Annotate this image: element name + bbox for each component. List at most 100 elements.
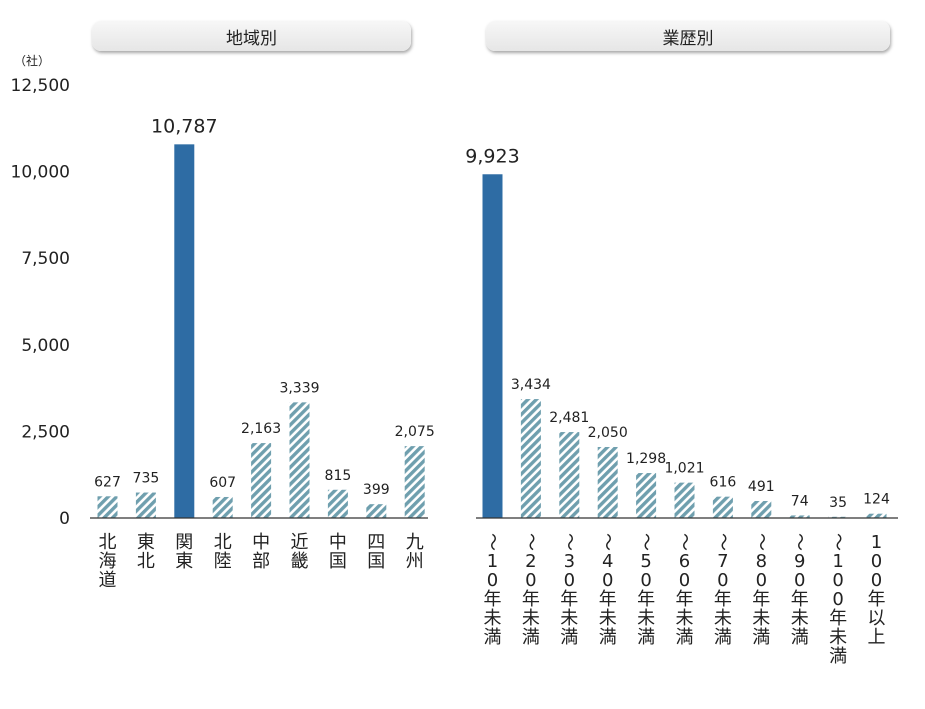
y-tick-label: 2,500 xyxy=(21,422,70,442)
y-tick-label: 10,000 xyxy=(11,163,70,183)
category-label-char: 6 xyxy=(679,551,690,572)
y-axis: 0 2,500 5,000 7,500 10,000 12,500 xyxy=(11,76,70,529)
category-label-char: 東 xyxy=(175,551,193,572)
category-label-char: 4 xyxy=(602,551,613,572)
category-label-char: 年 xyxy=(791,589,809,610)
category-label-char: 3 xyxy=(564,551,575,572)
category-label-char: 年 xyxy=(676,589,694,610)
category-label-char: 満 xyxy=(791,627,809,648)
bar-value-label: 3,339 xyxy=(279,380,319,396)
business-history-header: 業歴別 xyxy=(486,21,890,51)
bar xyxy=(866,513,887,518)
category-label-char: 九 xyxy=(406,532,424,553)
category-label-char: 年 xyxy=(522,589,540,610)
category-label-char: 道 xyxy=(99,570,117,591)
category-label-char: 関 xyxy=(175,532,193,553)
bar xyxy=(789,515,810,518)
category-label-char: 年 xyxy=(829,608,847,629)
bar xyxy=(712,496,733,518)
bar-value-label: 627 xyxy=(94,474,121,490)
y-unit-label: （社） xyxy=(14,54,51,68)
category-label-char: 北 xyxy=(99,532,117,553)
bar-value-label: 815 xyxy=(325,468,352,484)
category-label-char: 年 xyxy=(714,589,732,610)
category-label-char: 2 xyxy=(525,551,536,572)
bar xyxy=(289,402,310,518)
region-header: 地域別 xyxy=(92,21,411,51)
bar xyxy=(366,504,387,518)
category-label-char: 上 xyxy=(868,627,886,648)
bars: 627 735 10,787 607 2,163 3,339 815 399 2,075 9,92… xyxy=(94,115,890,518)
bar-value-label: 607 xyxy=(209,475,236,491)
category-label-char: ～ xyxy=(827,533,848,551)
category-label-char: 0 xyxy=(487,570,498,591)
category-label-char: 7 xyxy=(717,551,728,572)
category-label-char: 0 xyxy=(717,570,728,591)
bar-value-label: 2,050 xyxy=(588,425,628,441)
category-label-char: ～ xyxy=(597,533,618,551)
y-tick-label: 5,000 xyxy=(21,336,70,356)
category-label-char: 中 xyxy=(329,532,347,553)
category-label-char: 部 xyxy=(252,551,270,572)
category-label-char: 国 xyxy=(329,551,347,572)
bar-value-label: 9,923 xyxy=(465,145,519,167)
bar-value-label: 10,787 xyxy=(151,115,217,137)
category-label-char: 未 xyxy=(676,608,694,629)
category-label-char: 年 xyxy=(868,589,886,610)
category-label-char: 5 xyxy=(640,551,651,572)
category-label-char: ～ xyxy=(750,533,771,551)
bar xyxy=(828,516,849,518)
bar-value-label: 3,434 xyxy=(511,377,551,393)
bar-value-label: 735 xyxy=(133,471,160,487)
category-label-char: 未 xyxy=(714,608,732,629)
category-label-char: 四 xyxy=(367,532,385,553)
category-label-char: 満 xyxy=(484,627,502,648)
category-label-char: 1 xyxy=(871,532,882,553)
bar xyxy=(559,432,580,518)
bar xyxy=(212,496,233,518)
category-label-char: 8 xyxy=(756,551,767,572)
category-label-char: 満 xyxy=(637,627,655,648)
category-label-char: 中 xyxy=(252,532,270,553)
bar xyxy=(135,492,156,518)
bar-value-label: 2,075 xyxy=(395,424,435,440)
category-label-char: 北 xyxy=(214,532,232,553)
y-tick-label: 12,500 xyxy=(11,76,70,96)
bar xyxy=(327,489,348,518)
category-label-char: 満 xyxy=(714,627,732,648)
y-tick-label: 0 xyxy=(59,509,70,529)
category-label-char: 海 xyxy=(99,551,117,572)
category-label-char: 陸 xyxy=(214,551,232,572)
category-label-char: 満 xyxy=(752,627,770,648)
category-label-char: 0 xyxy=(525,570,536,591)
category-label-char: 未 xyxy=(560,608,578,629)
category-label-char: 未 xyxy=(829,627,847,648)
bar xyxy=(674,482,695,518)
bar xyxy=(174,144,195,518)
bar-value-label: 2,163 xyxy=(241,421,281,437)
category-label-char: 0 xyxy=(871,570,882,591)
category-label-char: 満 xyxy=(829,646,847,667)
category-label-char: 未 xyxy=(599,608,617,629)
category-label-char: ～ xyxy=(558,533,579,551)
category-label-char: 北 xyxy=(137,551,155,572)
category-label-char: 以 xyxy=(868,608,886,629)
category-label-char: 未 xyxy=(791,608,809,629)
category-label-char: 年 xyxy=(752,589,770,610)
bar xyxy=(97,496,118,518)
category-label-char: ～ xyxy=(674,533,695,551)
category-label-char: 0 xyxy=(564,570,575,591)
bar-value-label: 616 xyxy=(710,475,737,491)
category-label-char: 年 xyxy=(484,589,502,610)
category-label-char: 満 xyxy=(560,627,578,648)
category-label-char: 年 xyxy=(599,589,617,610)
category-label-char: ～ xyxy=(789,533,810,551)
bar xyxy=(636,473,657,518)
category-label-char: 0 xyxy=(832,589,843,610)
category-label-char: 0 xyxy=(832,570,843,591)
bar-value-label: 124 xyxy=(863,492,890,508)
category-label-char: 1 xyxy=(832,551,843,572)
category-label-char: 年 xyxy=(637,589,655,610)
bar-value-label: 1,298 xyxy=(626,451,666,467)
